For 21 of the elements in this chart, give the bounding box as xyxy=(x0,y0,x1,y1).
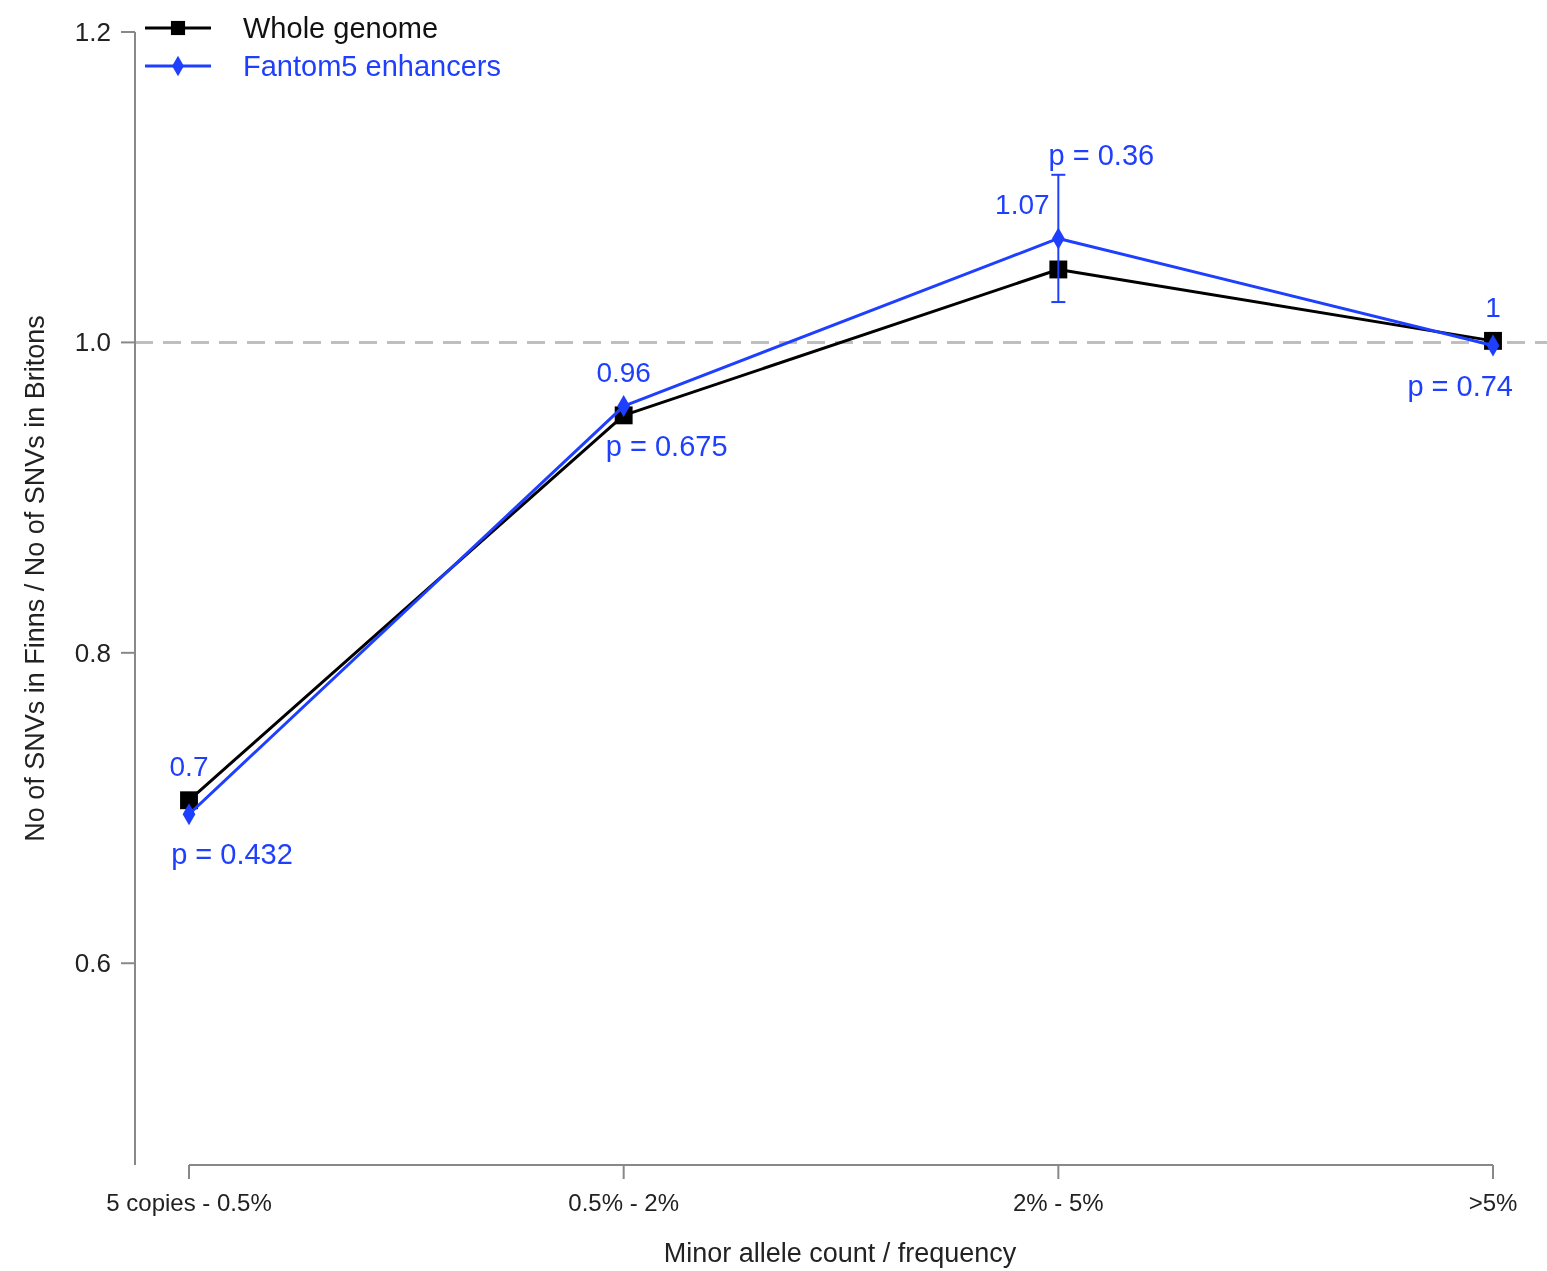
y-tick-label: 0.8 xyxy=(74,637,111,668)
x-tick-label: 0.5% - 2% xyxy=(568,1189,680,1216)
legend-label: Whole genome xyxy=(243,12,439,44)
annotation: p = 0.675 xyxy=(605,430,728,463)
legend-label: Fantom5 enhancers xyxy=(243,50,501,82)
y-tick-label: 0.6 xyxy=(74,948,111,979)
y-tick-label: 1.0 xyxy=(74,327,111,358)
x-axis-title: Minor allele count / frequency xyxy=(663,1238,1017,1268)
x-tick-label: >5% xyxy=(1468,1189,1518,1216)
point xyxy=(180,791,198,810)
x-tick-label: 2% - 5% xyxy=(1012,1189,1104,1216)
data-label: 0.7 xyxy=(169,751,209,783)
y-axis-title: No of SNVs in Finns / No of SNVs in Britons xyxy=(20,315,50,842)
annotation: p = 0.432 xyxy=(171,838,293,871)
annotation: p = 0.74 xyxy=(1407,369,1513,402)
x-tick-label: 5 copies - 0.5% xyxy=(106,1189,272,1216)
data-label: 0.96 xyxy=(596,357,651,389)
data-label: 1.07 xyxy=(995,189,1050,221)
annotation: p = 0.36 xyxy=(1048,138,1155,171)
data-label: 1 xyxy=(1485,291,1501,323)
y-tick-label: 1.2 xyxy=(74,17,111,47)
